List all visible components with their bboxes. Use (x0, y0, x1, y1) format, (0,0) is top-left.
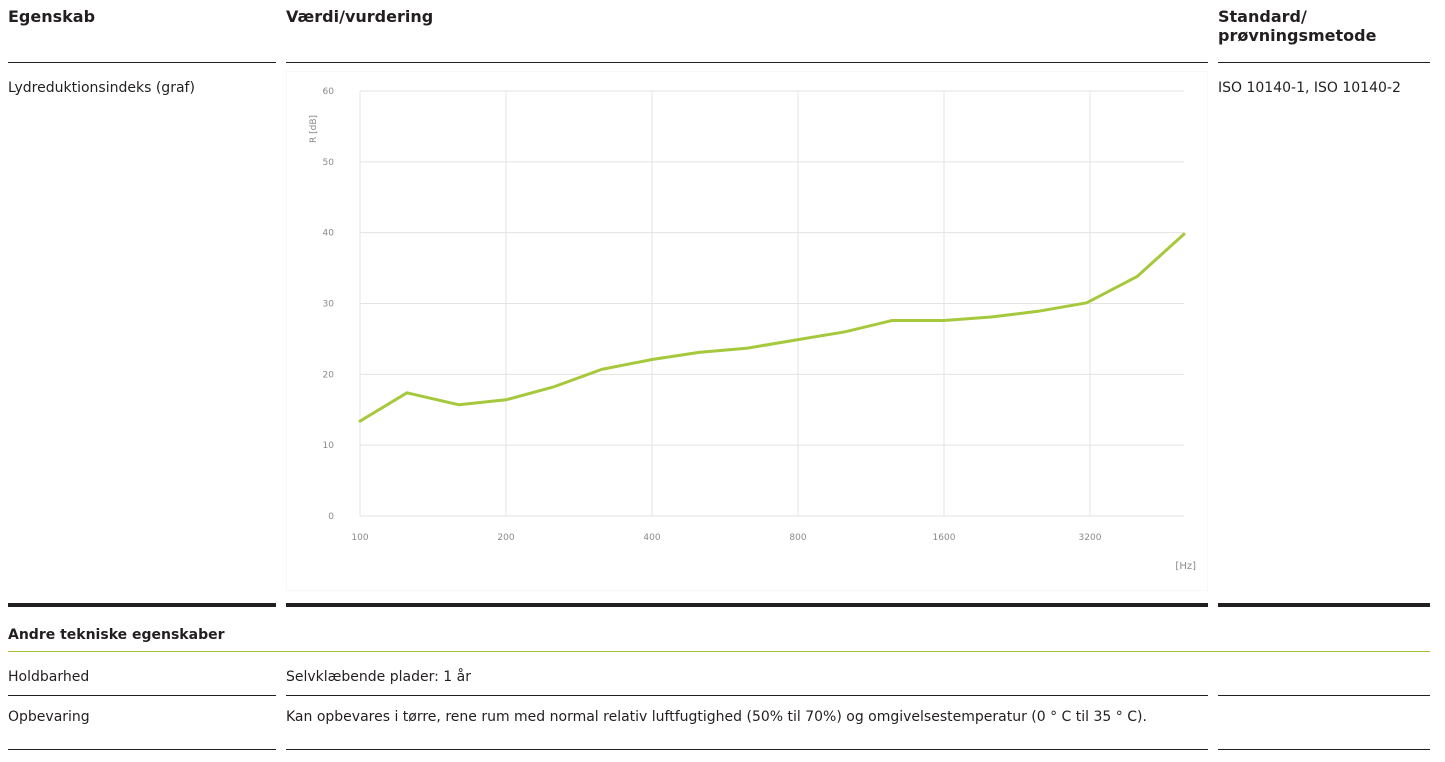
chart-grid (359, 90, 1184, 517)
row-rule-col2 (286, 695, 1208, 696)
header-standard-line2: prøvningsmetode (1218, 26, 1377, 45)
data-point (405, 391, 409, 394)
section-rule-col3 (1218, 603, 1430, 607)
header-rule-col1 (8, 62, 276, 63)
data-point (1135, 275, 1139, 278)
x-tick-label: 100 (351, 533, 368, 543)
section-title-rule (8, 651, 1430, 652)
section-title: Andre tekniske egenskaber (8, 627, 225, 643)
x-tick-label: 800 (789, 533, 806, 543)
y-tick-label: 40 (323, 229, 335, 239)
section-rule-col2 (286, 603, 1208, 607)
data-point (1085, 301, 1088, 304)
sound-reduction-chart: 0 10 20 30 40 50 60 100 200 400 800 1600 3200 R [dB… (286, 71, 1208, 591)
data-point (796, 338, 800, 341)
data-point (1036, 310, 1040, 313)
data-point (358, 419, 362, 423)
series-line (358, 232, 1186, 423)
chart-series (358, 232, 1186, 423)
x-tick-label: 400 (643, 533, 660, 543)
section-rule-col1 (8, 603, 276, 607)
y-tick-label: 30 (323, 300, 335, 310)
y-tick-label: 60 (323, 87, 335, 97)
data-point (600, 368, 603, 371)
row-property: Holdbarhed (8, 669, 90, 685)
x-tick-label: 200 (497, 533, 514, 543)
data-point (989, 315, 993, 319)
data-point (457, 403, 461, 406)
row-value: Selvklæbende plader: 1 år (286, 669, 471, 685)
row-rule-col1 (8, 749, 276, 750)
header-value: Værdi/vurdering (286, 7, 434, 26)
row-rule-col3 (1218, 749, 1430, 750)
data-point (1182, 232, 1186, 236)
graph-row-property: Lydreduktionsindeks (graf) (8, 80, 195, 96)
row-value: Kan opbevares i tørre, rene rum med norm… (286, 709, 1147, 725)
row-rule-col1 (8, 695, 276, 696)
row-property: Opbevaring (8, 709, 90, 725)
y-tick-label: 0 (328, 512, 334, 522)
header-standard-line1: Standard/ (1218, 7, 1307, 26)
data-point (504, 398, 508, 402)
x-tick-label: 1600 (933, 533, 956, 543)
chart-x-axis-label: [Hz] (1175, 561, 1196, 572)
x-tick-label: 3200 (1079, 533, 1102, 543)
graph-row-standard: ISO 10140-1, ISO 10140-2 (1218, 80, 1401, 96)
y-tick-label: 20 (323, 370, 335, 380)
data-point (746, 346, 749, 350)
row-rule-col3 (1218, 695, 1430, 696)
data-point (843, 330, 847, 334)
chart-x-ticks: 100 200 400 800 1600 3200 (351, 533, 1101, 543)
chart-y-ticks: 0 10 20 30 40 50 60 (323, 87, 335, 522)
row-rule-col2 (286, 749, 1208, 750)
data-point (697, 351, 701, 354)
header-rule-col2 (286, 62, 1208, 63)
chart-background (286, 71, 1208, 591)
y-tick-label: 10 (323, 441, 335, 451)
y-tick-label: 50 (323, 158, 335, 168)
header-property: Egenskab (8, 7, 96, 26)
data-point (890, 319, 894, 322)
data-point (650, 358, 654, 361)
chart-y-axis-label: R [dB] (309, 115, 319, 143)
data-point (942, 319, 946, 322)
header-rule-col3 (1218, 62, 1430, 63)
data-point (551, 385, 555, 389)
